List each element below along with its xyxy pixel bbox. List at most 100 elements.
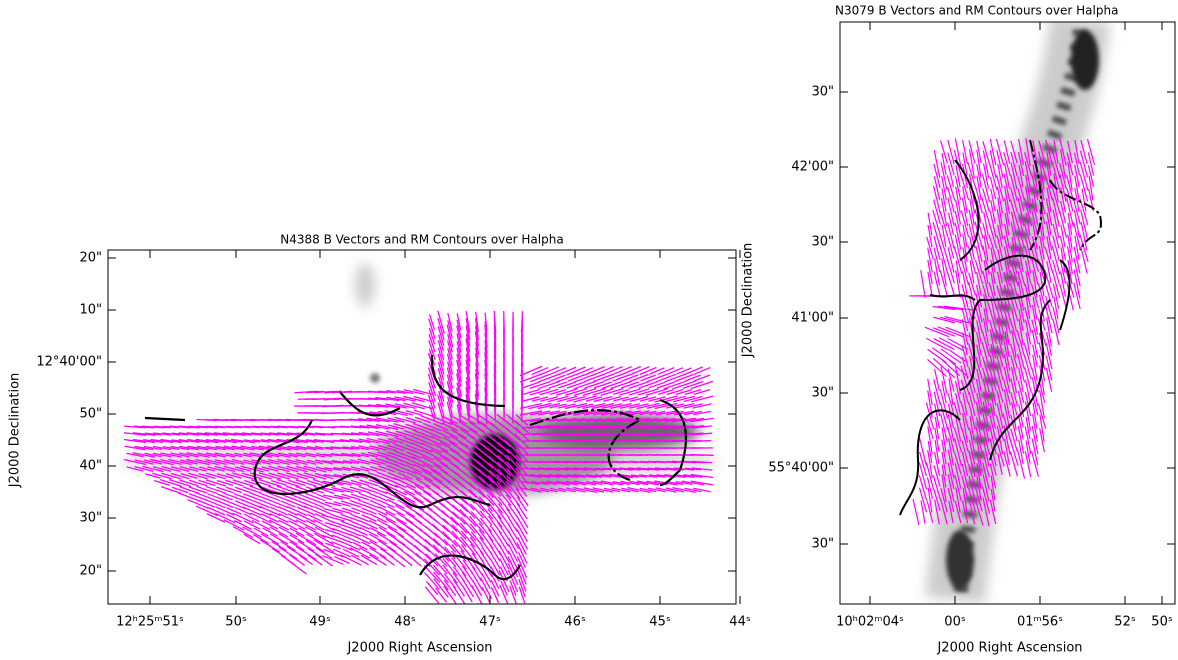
polarization-vector [277, 465, 299, 473]
polarization-vector [693, 366, 711, 376]
polarization-vector [268, 465, 290, 473]
polarization-vector [657, 366, 675, 376]
polarization-vector [437, 340, 445, 360]
polarization-vector [258, 445, 282, 451]
polarization-vector [1051, 269, 1061, 299]
polarization-vector [447, 320, 453, 338]
polarization-vector [1053, 140, 1059, 164]
polarization-vector [932, 305, 956, 311]
polarization-vector [1017, 188, 1025, 212]
polarization-vector [437, 394, 445, 418]
polarization-vector [412, 422, 434, 432]
polarization-vector [152, 445, 172, 451]
polarization-vector [449, 434, 469, 448]
polarization-vector [476, 413, 496, 427]
polarization-vector [953, 402, 963, 430]
polarization-vector [592, 487, 614, 493]
polarization-vector [520, 404, 524, 422]
polarization-vector [990, 200, 996, 224]
polarization-vector [465, 359, 471, 383]
polarization-vector [947, 348, 969, 364]
polarization-vector [996, 368, 1004, 392]
polarization-vector [421, 442, 443, 454]
polarization-vector [465, 338, 471, 362]
polarization-vector [1067, 246, 1073, 274]
polarization-vector [479, 510, 493, 526]
polarization-vector [504, 439, 522, 457]
polarization-vector [516, 502, 528, 520]
polarization-vector [927, 449, 933, 479]
rm-contours [899, 139, 1102, 516]
polarization-vector [690, 480, 714, 486]
polarization-vector [484, 320, 488, 338]
polarization-vector [1067, 222, 1073, 250]
polarization-vector [461, 571, 475, 591]
polarization-vector [648, 432, 666, 436]
polarization-vector [585, 480, 603, 486]
polarization-vector [179, 486, 199, 494]
polarization-vector [505, 413, 521, 427]
polarization-vector [1039, 414, 1045, 442]
polarization-vector [456, 359, 462, 383]
polarization-vector [1016, 449, 1026, 479]
polarization-vector [446, 381, 454, 403]
polarization-vector [222, 432, 246, 436]
polarization-vector [287, 445, 307, 451]
polarization-vector [216, 486, 234, 494]
polarization-vector [620, 480, 640, 486]
polarization-vector [628, 417, 650, 423]
polarization-vector [1059, 284, 1067, 308]
polarization-vector [313, 519, 335, 531]
polarization-vector [460, 530, 476, 548]
polarization-vector [484, 346, 488, 368]
polarization-vector [126, 466, 144, 472]
polarization-vector [1067, 234, 1073, 262]
polarization-vector [368, 390, 388, 394]
polarization-vector [1025, 440, 1031, 464]
polarization-vector [947, 187, 955, 213]
polarization-vector [186, 452, 210, 458]
polarization-vector [270, 506, 288, 516]
polarization-vector [142, 465, 164, 473]
polarization-vector [447, 340, 453, 360]
polarization-vector [268, 458, 290, 466]
polarization-vector [530, 487, 550, 493]
polarization-vector [295, 465, 317, 473]
polarization-vector [296, 452, 316, 458]
polarization-vector [1058, 210, 1068, 238]
polarization-vector [397, 410, 413, 416]
polarization-vector [481, 586, 491, 604]
polarization-vector [517, 552, 527, 568]
polarization-vector [573, 410, 597, 416]
polarization-vector [277, 472, 299, 480]
polarization-vector [954, 380, 962, 404]
polarization-vector [465, 354, 471, 374]
polarization-vector [947, 449, 955, 479]
polarization-vector [268, 492, 290, 502]
polarization-vector [306, 446, 324, 450]
polarization-vector [251, 425, 271, 429]
polarization-vector [358, 492, 380, 502]
polarization-vector [289, 534, 305, 544]
polarization-vector [969, 260, 975, 284]
polarization-vector [186, 458, 210, 466]
polarization-vector [988, 161, 998, 191]
polarization-vector [600, 424, 624, 430]
polarization-vector [962, 224, 968, 248]
polarization-vector [269, 526, 289, 538]
polarization-vector [658, 389, 674, 395]
polarization-vector [619, 365, 641, 377]
polarization-vector [692, 439, 712, 443]
polarization-vector [214, 465, 236, 473]
polarization-vector [1017, 342, 1025, 370]
polarization-vector [459, 522, 477, 542]
polarization-vector [539, 388, 559, 396]
polarization-vector [434, 553, 448, 567]
polarization-vector [414, 416, 432, 424]
polarization-vector [1088, 175, 1094, 201]
polarization-vector [460, 428, 476, 440]
polarization-vector [975, 186, 983, 214]
polarization-vector [447, 347, 453, 367]
polarization-vector [437, 353, 445, 375]
polarization-vector [178, 492, 200, 502]
